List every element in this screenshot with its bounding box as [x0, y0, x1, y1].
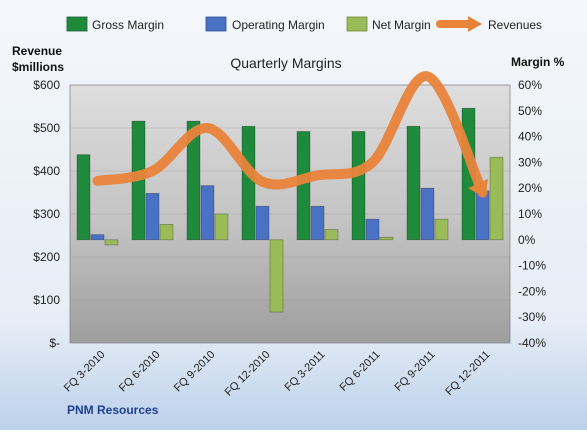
bar-net-margin: [379, 236, 394, 241]
bar-net-margin: [324, 229, 339, 241]
bar-net-margin: [269, 239, 284, 313]
bar-gross-margin: [241, 125, 256, 241]
bar-operating-margin: [310, 205, 325, 241]
left-axis-tick-label: $100: [33, 293, 60, 307]
left-axis-label-line2: $millions: [12, 60, 64, 74]
legend: Gross Margin Operating Margin Net Margin…: [66, 16, 542, 32]
left-axis-tick-label: $600: [33, 78, 60, 92]
right-axis-tick-label: 60%: [518, 78, 542, 92]
legend-swatch-operating-margin: [205, 16, 227, 32]
bar-net-margin: [104, 239, 119, 246]
bar-operating-margin: [420, 187, 435, 241]
bar-net-margin: [159, 223, 174, 241]
right-axis-tick-label: -40%: [518, 336, 546, 350]
right-axis-tick-label: 40%: [518, 130, 542, 144]
bar-operating-margin: [475, 190, 490, 241]
bar-gross-margin: [406, 125, 421, 241]
bar-gross-margin: [351, 131, 366, 241]
right-axis-tick-label: -30%: [518, 310, 546, 324]
revenue-line-arrowhead: [468, 178, 489, 198]
right-axis-tick-label: 10%: [518, 207, 542, 221]
footer-company-name: PNM Resources: [67, 403, 159, 417]
right-axis-label: Margin %: [511, 55, 565, 69]
left-axis-tick-label: $300: [33, 207, 60, 221]
revenue-line: [92, 71, 488, 198]
legend-label-operating-margin: Operating Margin: [232, 18, 325, 32]
bar-gross-margin: [186, 120, 201, 241]
bar-net-margin: [214, 213, 229, 241]
right-axis-tick-label: -20%: [518, 284, 546, 298]
right-axis-tick-label: 50%: [518, 104, 542, 118]
bar-gross-margin: [76, 154, 91, 241]
bar-net-margin: [434, 218, 449, 241]
left-axis-label-line1: Revenue: [12, 44, 62, 58]
bars: [76, 107, 504, 313]
left-axis-tick-label: $400: [33, 164, 60, 178]
right-axis-tick-label: 20%: [518, 181, 542, 195]
left-axis-ticks: $- $100 $200 $300 $400 $500 $600: [33, 78, 60, 350]
bar-operating-margin: [145, 193, 160, 241]
bar-net-margin: [489, 156, 504, 241]
bar-operating-margin: [90, 234, 105, 241]
legend-swatch-net-margin: [346, 16, 368, 32]
left-axis-tick-label: $200: [33, 250, 60, 264]
chart-title: Quarterly Margins: [230, 55, 341, 71]
revenue-line-layer: [92, 71, 489, 198]
legend-label-revenues: Revenues: [488, 18, 542, 32]
legend-label-gross-margin: Gross Margin: [92, 18, 164, 32]
bar-gross-margin: [296, 131, 311, 241]
right-axis-tick-label: -10%: [518, 259, 546, 273]
bar-operating-margin: [200, 185, 215, 241]
bar-operating-margin: [255, 205, 270, 241]
right-axis-ticks: -40% -30% -20% -10% 0% 10% 20% 30% 40% 50% 60%: [518, 78, 546, 350]
legend-label-net-margin: Net Margin: [372, 18, 431, 32]
right-axis-tick-label: 0%: [518, 233, 536, 247]
right-axis-tick-label: 30%: [518, 155, 542, 169]
legend-swatch-gross-margin: [66, 16, 88, 32]
left-axis-tick-label: $500: [33, 121, 60, 135]
bar-operating-margin: [365, 218, 380, 241]
left-axis-tick-label: $-: [49, 336, 60, 350]
legend-arrowhead-revenues: [468, 16, 482, 32]
